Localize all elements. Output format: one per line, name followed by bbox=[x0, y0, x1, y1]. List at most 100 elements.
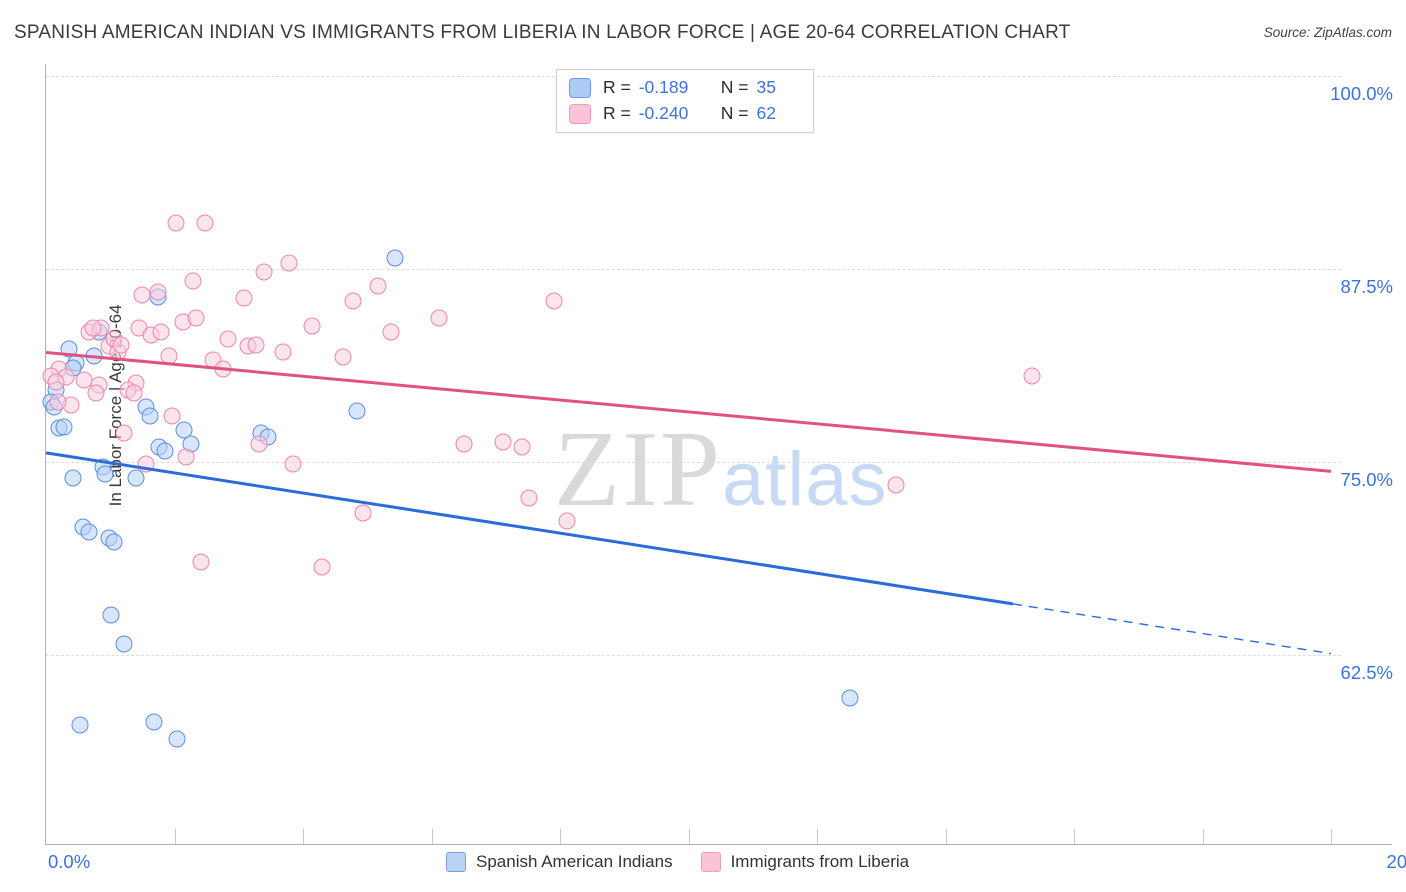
scatter-point-pink bbox=[369, 277, 387, 295]
stats-row-blue: R = -0.189 N = 35 bbox=[569, 77, 801, 98]
scatter-point-blue bbox=[127, 469, 145, 487]
source-attribution: Source: ZipAtlas.com bbox=[1263, 25, 1392, 40]
scatter-point-pink bbox=[84, 319, 102, 337]
gridline-62.5% bbox=[46, 655, 1341, 657]
scatter-point-blue bbox=[141, 407, 159, 425]
scatter-point-pink bbox=[47, 373, 65, 391]
scatter-point-blue bbox=[64, 469, 82, 487]
scatter-point-pink bbox=[455, 435, 473, 453]
n-value-pink: 62 bbox=[756, 103, 776, 123]
x-axis-tick bbox=[945, 829, 947, 844]
scatter-point-blue bbox=[386, 249, 404, 267]
scatter-point-pink bbox=[112, 336, 130, 354]
scatter-point-blue bbox=[841, 689, 859, 707]
scatter-point-pink bbox=[344, 292, 362, 310]
scatter-point-pink bbox=[513, 438, 531, 456]
trend-line-pink bbox=[45, 350, 1332, 473]
series-legend: Spanish American Indians Immigrants from… bbox=[446, 852, 909, 872]
x-axis-tick bbox=[560, 829, 561, 844]
scatter-point-pink bbox=[334, 348, 352, 366]
scatter-point-pink bbox=[196, 214, 214, 232]
n-label: N = bbox=[720, 103, 749, 123]
scatter-point-pink bbox=[382, 323, 400, 341]
scatter-point-pink bbox=[177, 448, 195, 466]
n-value-blue: 35 bbox=[756, 77, 776, 97]
correlation-stats-legend: R = -0.189 N = 35 R = -0.240 N = 62 bbox=[556, 69, 814, 133]
scatter-point-pink bbox=[167, 214, 185, 232]
scatter-point-pink bbox=[545, 292, 563, 310]
legend-swatch-pink bbox=[700, 852, 721, 872]
x-axis-max-label: 20.0% bbox=[1386, 851, 1406, 872]
legend-label-pink: Immigrants from Liberia bbox=[730, 852, 910, 871]
page-title: SPANISH AMERICAN INDIAN VS IMMIGRANTS FR… bbox=[14, 22, 1071, 43]
y-axis-label-87.5%: 87.5% bbox=[1340, 276, 1393, 298]
legend-item-spanish-american-indians: Spanish American Indians bbox=[446, 852, 673, 872]
scatter-point-pink bbox=[87, 384, 105, 402]
stats-row-pink: R = -0.240 N = 62 bbox=[569, 103, 801, 124]
scatter-point-pink bbox=[303, 317, 321, 335]
x-axis-tick bbox=[688, 829, 690, 844]
scatter-point-pink bbox=[558, 512, 576, 530]
x-axis-tick bbox=[431, 829, 433, 844]
scatter-point-blue bbox=[71, 716, 89, 734]
scatter-point-pink bbox=[187, 309, 205, 327]
scatter-point-blue bbox=[348, 402, 366, 420]
trend-line-blue-extrapolated bbox=[1012, 603, 1332, 655]
gridline-87.5% bbox=[46, 269, 1341, 271]
legend-swatch-blue bbox=[446, 852, 466, 872]
scatter-point-blue bbox=[105, 533, 123, 551]
scatter-point-pink bbox=[49, 393, 67, 411]
scatter-point-pink bbox=[219, 330, 237, 348]
y-axis-label-75.0%: 75.0% bbox=[1340, 469, 1393, 491]
scatter-point-pink bbox=[247, 336, 265, 354]
scatter-point-pink bbox=[163, 407, 181, 425]
pink-series-swatch bbox=[569, 103, 591, 124]
scatter-point-pink bbox=[274, 343, 292, 361]
scatter-point-pink bbox=[115, 424, 133, 442]
y-axis-label-62.5%: 62.5% bbox=[1340, 662, 1393, 684]
scatter-point-pink bbox=[184, 272, 202, 290]
scatter-point-pink bbox=[1023, 367, 1041, 385]
scatter-point-pink bbox=[354, 504, 372, 522]
scatter-point-blue bbox=[102, 606, 120, 624]
x-axis-tick bbox=[174, 829, 176, 844]
n-label: N = bbox=[720, 77, 749, 97]
scatter-point-pink bbox=[520, 489, 538, 507]
legend-label-blue: Spanish American Indians bbox=[476, 852, 673, 871]
x-axis-tick bbox=[303, 829, 304, 844]
scatter-point-blue bbox=[80, 523, 98, 541]
legend-item-immigrants-from-liberia: Immigrants from Liberia bbox=[700, 852, 910, 872]
x-axis-tick bbox=[1202, 829, 1204, 844]
scatter-point-pink bbox=[280, 254, 298, 272]
r-value-pink: -0.240 bbox=[638, 103, 689, 123]
plot-area: In Labor Force | Age 20-64 ZIP atlas 0.0%… bbox=[42, 64, 1406, 872]
gridline-75.0% bbox=[46, 462, 1341, 464]
scatter-point-blue bbox=[96, 465, 114, 483]
scatter-point-blue bbox=[156, 442, 174, 460]
r-label: R = bbox=[603, 77, 631, 97]
x-axis-tick bbox=[817, 829, 818, 844]
scatter-point-pink bbox=[255, 263, 273, 281]
scatter-point-pink bbox=[430, 309, 448, 327]
scatter-point-pink bbox=[125, 384, 143, 402]
scatter-point-pink bbox=[149, 283, 167, 301]
scatter-point-blue bbox=[168, 730, 186, 748]
scatter-point-pink bbox=[284, 455, 302, 473]
y-axis-label-100.0%: 100.0% bbox=[1330, 83, 1393, 104]
r-value-blue: -0.189 bbox=[638, 77, 689, 97]
trend-line-blue bbox=[45, 451, 1014, 606]
x-axis-min-label: 0.0% bbox=[48, 851, 91, 872]
scatter-point-pink bbox=[313, 558, 331, 576]
scatter-point-pink bbox=[192, 553, 210, 571]
scatter-point-blue bbox=[145, 713, 163, 731]
scatter-point-pink bbox=[494, 433, 512, 451]
scatter-point-pink bbox=[250, 435, 268, 453]
blue-series-swatch bbox=[569, 77, 591, 98]
scatter-point-pink bbox=[235, 289, 253, 307]
scatter-point-pink bbox=[152, 323, 170, 341]
x-axis-tick bbox=[1331, 829, 1332, 844]
r-label: R = bbox=[603, 103, 631, 123]
x-axis-tick bbox=[1074, 829, 1075, 844]
scatter-point-pink bbox=[887, 476, 905, 494]
